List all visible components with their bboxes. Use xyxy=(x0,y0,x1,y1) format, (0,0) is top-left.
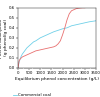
Commercial coal xyxy=(18,61,20,62)
X-axis label: Equilibrium phenol concentration (g/L): Equilibrium phenol concentration (g/L) xyxy=(15,77,99,81)
Commercial coal xyxy=(33,41,34,42)
Particleboard waste coal xyxy=(22,56,23,57)
Commercial coal xyxy=(49,33,50,34)
Commercial coal xyxy=(26,47,28,48)
Particleboard waste coal xyxy=(24,55,25,56)
Commercial coal xyxy=(53,31,54,32)
Commercial coal xyxy=(80,23,81,24)
Commercial coal xyxy=(89,21,90,22)
Particleboard waste coal xyxy=(75,8,76,9)
Commercial coal xyxy=(57,30,59,31)
Particleboard waste coal xyxy=(20,58,21,59)
Y-axis label: Phenol adsorption
(g phenol/g coal): Phenol adsorption (g phenol/g coal) xyxy=(0,18,8,58)
Commercial coal xyxy=(31,43,32,44)
Legend: Commercial coal, Particleboard waste coal: Commercial coal, Particleboard waste coa… xyxy=(12,93,67,97)
Particleboard waste coal xyxy=(66,19,68,20)
Particleboard waste coal xyxy=(64,27,65,28)
Particleboard waste coal xyxy=(46,48,48,49)
Commercial coal xyxy=(20,58,21,59)
Commercial coal xyxy=(35,40,36,41)
Commercial coal xyxy=(28,45,30,46)
Particleboard waste coal xyxy=(17,67,19,68)
Commercial coal xyxy=(62,28,63,29)
Particleboard waste coal xyxy=(31,52,32,53)
Particleboard waste coal xyxy=(38,50,39,51)
Commercial coal xyxy=(71,25,72,26)
Particleboard waste coal xyxy=(51,47,52,48)
Particleboard waste coal xyxy=(84,7,86,8)
Commercial coal xyxy=(22,53,23,54)
Commercial coal xyxy=(44,35,45,36)
Particleboard waste coal xyxy=(49,47,50,48)
Commercial coal xyxy=(24,50,25,51)
Particleboard waste coal xyxy=(18,60,20,61)
Particleboard waste coal xyxy=(69,13,70,14)
Particleboard waste coal xyxy=(35,50,36,51)
Particleboard waste coal xyxy=(60,40,61,41)
Particleboard waste coal xyxy=(57,43,59,44)
Commercial coal xyxy=(38,39,39,40)
Particleboard waste coal xyxy=(26,54,28,55)
Particleboard waste coal xyxy=(78,8,79,9)
Line: Particleboard waste coal: Particleboard waste coal xyxy=(18,8,85,68)
Particleboard waste coal xyxy=(21,57,22,58)
Line: Commercial coal: Commercial coal xyxy=(18,21,96,68)
Commercial coal xyxy=(40,37,41,38)
Particleboard waste coal xyxy=(33,51,34,52)
Particleboard waste coal xyxy=(44,48,45,49)
Particleboard waste coal xyxy=(42,49,43,50)
Particleboard waste coal xyxy=(62,34,63,35)
Particleboard waste coal xyxy=(40,49,41,50)
Particleboard waste coal xyxy=(73,9,74,10)
Particleboard waste coal xyxy=(82,7,83,8)
Commercial coal xyxy=(66,27,68,28)
Particleboard waste coal xyxy=(71,10,72,11)
Commercial coal xyxy=(95,20,97,21)
Commercial coal xyxy=(21,55,22,56)
Particleboard waste coal xyxy=(55,45,56,46)
Commercial coal xyxy=(75,24,76,25)
Commercial coal xyxy=(17,67,19,68)
Commercial coal xyxy=(84,22,86,23)
Particleboard waste coal xyxy=(28,53,30,54)
Particleboard waste coal xyxy=(80,7,81,9)
Particleboard waste coal xyxy=(53,46,54,47)
